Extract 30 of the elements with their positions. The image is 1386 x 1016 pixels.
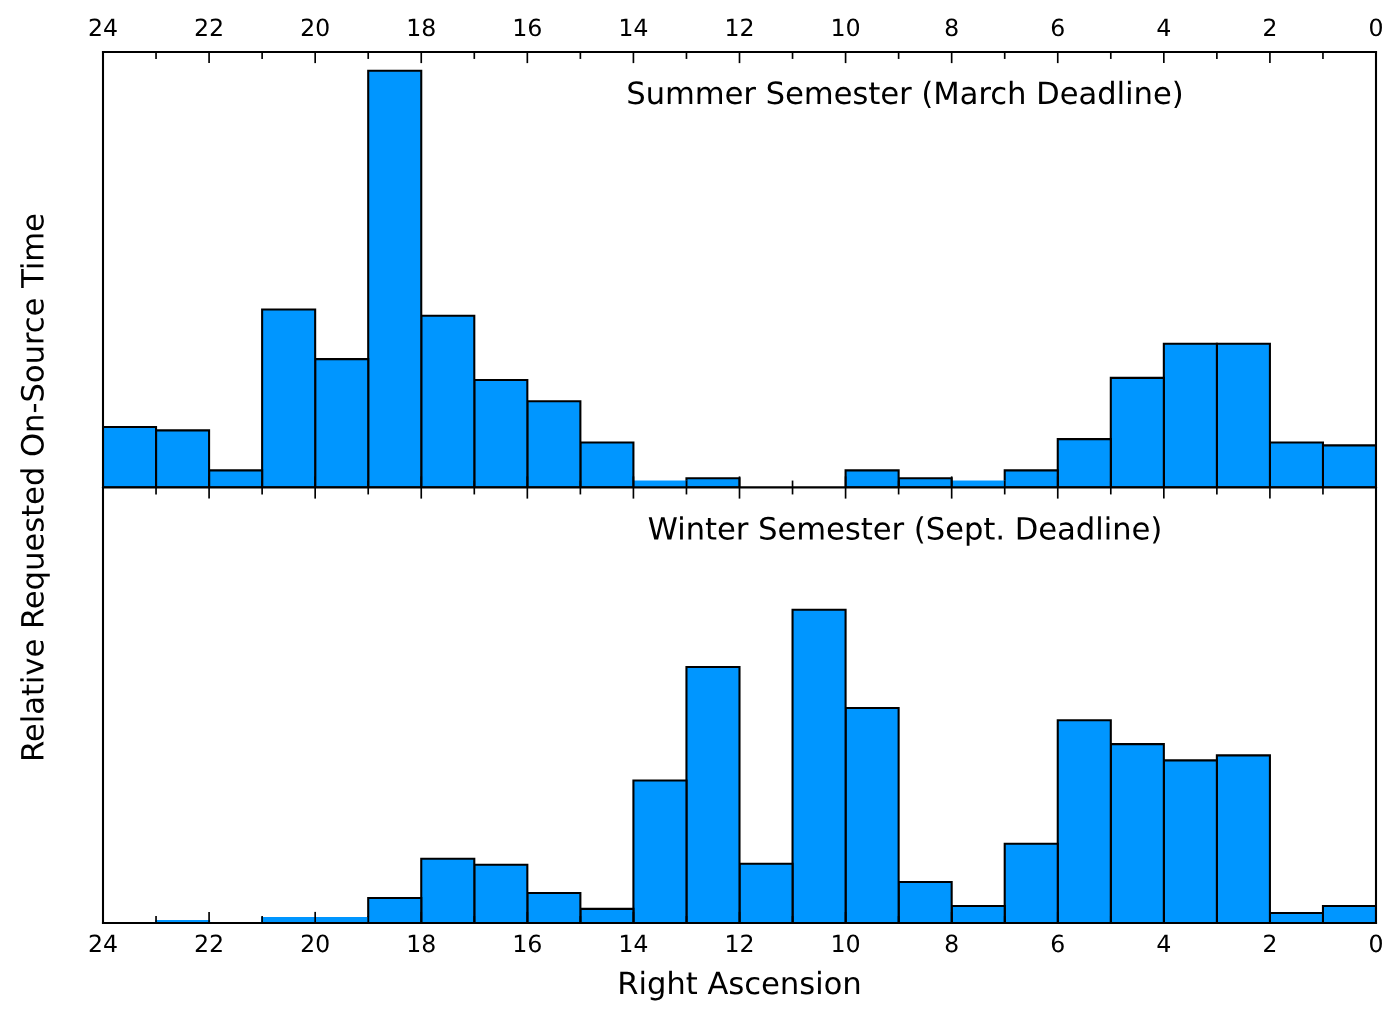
x-tick-label: 2 [1264, 18, 1276, 36]
x-tick-label: 20 [301, 18, 329, 37]
x-tick-label: 2 [1264, 934, 1276, 953]
x-tick-label: 22 [195, 934, 222, 953]
x-tick-label: 6 [1051, 934, 1064, 953]
x-tick-label: 22 [195, 18, 222, 36]
x-tick-label: 0 [1370, 18, 1382, 37]
x-tick-label: 10 [833, 934, 860, 953]
y-axis-title: Relative Requested On-Source Time [20, 214, 50, 759]
x-tick-label: 14 [620, 934, 648, 953]
x-tick-label: 24 [89, 18, 117, 36]
x-tick-label: 4 [1157, 934, 1171, 953]
x-tick-label: 4 [1157, 18, 1171, 36]
x-tick-label: 16 [514, 934, 541, 953]
x-axis-title: Right Ascension [620, 970, 860, 1001]
x-tick-label: 8 [945, 18, 958, 37]
chart-title: Summer Semester (March Deadline) [628, 80, 1182, 109]
x-tick-label: 10 [833, 18, 860, 37]
x-tick-label: 20 [301, 934, 329, 953]
x-tick-label: 18 [408, 18, 435, 37]
x-tick-label: 12 [727, 934, 753, 953]
x-tick-label: 12 [727, 18, 753, 36]
x-tick-label: 0 [1370, 934, 1382, 953]
x-tick-label: 24 [89, 934, 117, 953]
x-tick-label: 6 [1051, 18, 1064, 37]
x-tick-label: 14 [620, 18, 648, 36]
x-tick-label: 16 [514, 18, 541, 37]
x-tick-label: 8 [945, 934, 958, 953]
chart-title: Winter Semester (Sept. Deadline) [648, 516, 1160, 546]
x-tick-label: 18 [408, 934, 435, 953]
